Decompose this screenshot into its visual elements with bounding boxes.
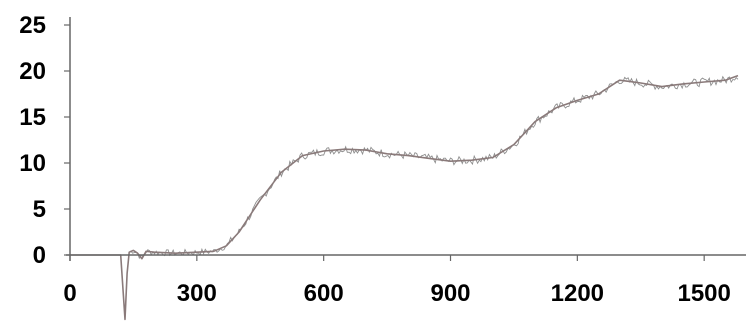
x-tick-label: 300 xyxy=(177,280,217,307)
y-tick-label: 0 xyxy=(33,242,46,269)
y-tick-label: 15 xyxy=(19,104,46,131)
x-tick-label: 600 xyxy=(304,280,344,307)
x-tick-label: 0 xyxy=(63,280,76,307)
y-tick-label: 10 xyxy=(19,150,46,177)
series-line xyxy=(70,74,739,321)
y-tick-label: 20 xyxy=(19,58,46,85)
x-tick-label: 1200 xyxy=(551,280,604,307)
series-noise xyxy=(128,75,739,260)
x-tick-label: 1500 xyxy=(677,280,730,307)
x-tick-label: 900 xyxy=(430,280,470,307)
y-tick-label: 5 xyxy=(33,196,46,223)
y-tick-label: 25 xyxy=(19,12,46,39)
